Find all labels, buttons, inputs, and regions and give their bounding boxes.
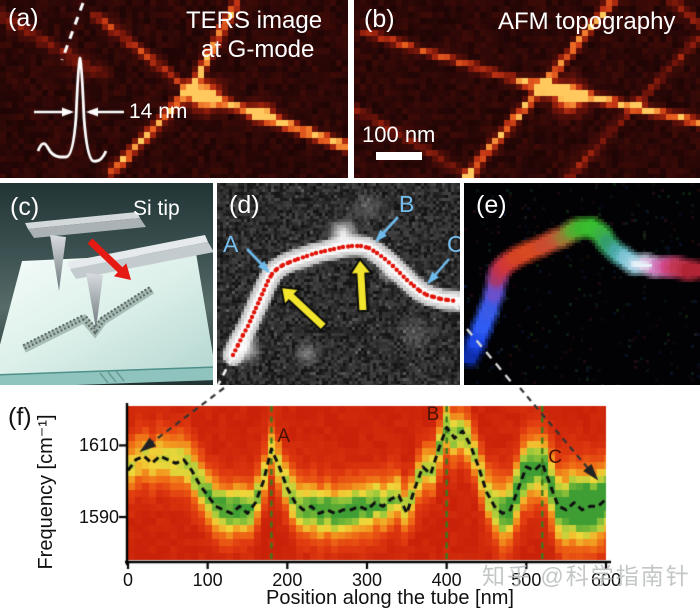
front-cantilever-top [67,235,208,269]
panel-b-afm-topography: (b) AFM topography 100 nm [354,0,700,178]
fwhm-label: 14 nm [129,100,188,123]
x-axis-label: Position along the tube [nm] [266,587,514,609]
glass-substrate [0,253,213,375]
panel-b-label: (b) [364,5,395,33]
carbon-nanotube [22,285,154,350]
color-composite-canvas [464,183,700,390]
afm-image-canvas [354,0,700,178]
scale-bar-label: 100 nm [362,122,436,147]
panel-b-title: AFM topography [498,8,676,35]
front-tip [86,273,103,329]
panel-f-spectral-map: (f) Frequency [cm⁻¹] Position along the … [0,385,700,613]
panel-e-color-composite: (e) [464,183,700,390]
y-tick-label: 1590 [78,507,119,528]
ters-image-canvas [0,0,348,178]
map-marker-b-label: B [426,404,440,425]
glass-edge [0,367,213,388]
x-tick-label: 500 [511,570,542,590]
x-tick-label: 100 [192,570,223,590]
tip-schematic-drawing [0,183,213,390]
manipulation-arrow [87,238,131,280]
marker-a-label: A [223,231,239,257]
nanotube-highlight [23,287,153,348]
panel-c-label: (c) [10,193,40,221]
panel-a-ters-image: (a) TERS image at G-mode 14 nm [0,0,348,178]
x-tick-label: 0 [122,570,133,590]
back-cantilever-top [25,212,140,229]
si-tip-label: Si tip [133,197,180,220]
marker-c-label: C [447,231,460,257]
y-axis-label: Frequency [cm⁻¹] [35,414,57,570]
map-marker-c-label: C [548,447,562,468]
front-cantilever-beam [70,242,213,279]
back-tip [50,235,66,291]
x-tick-label: 300 [351,570,383,590]
back-cantilever-beam [28,218,146,238]
y-tick-label: 1610 [78,435,119,456]
panel-a-label: (a) [8,4,39,32]
panel-d-label: (d) [229,191,260,219]
marker-b-label: B [399,191,415,217]
watermark: 知乎 @科学指南针 [482,563,691,589]
panel-a-title-line1: TERS image [186,7,323,34]
glass-edge-line [0,366,213,376]
panel-c-tip-schematic: (c) Si tip [0,183,213,390]
scale-bar [376,152,422,160]
panel-e-label: (e) [476,191,507,219]
afm-trace-canvas [217,183,460,390]
panel-f-label: (f) [8,403,32,431]
glass-hatch-marks [99,370,125,384]
x-tick-label: 600 [590,570,622,590]
panel-a-title-line2: at G-mode [201,36,315,63]
x-tick-label: 400 [431,570,462,590]
map-marker-a-label: A [277,426,291,447]
panel-d-afm-trace: (d) A B C [217,183,460,390]
x-tick-label: 200 [272,570,303,590]
spectral-heatmap-canvas [0,385,700,613]
